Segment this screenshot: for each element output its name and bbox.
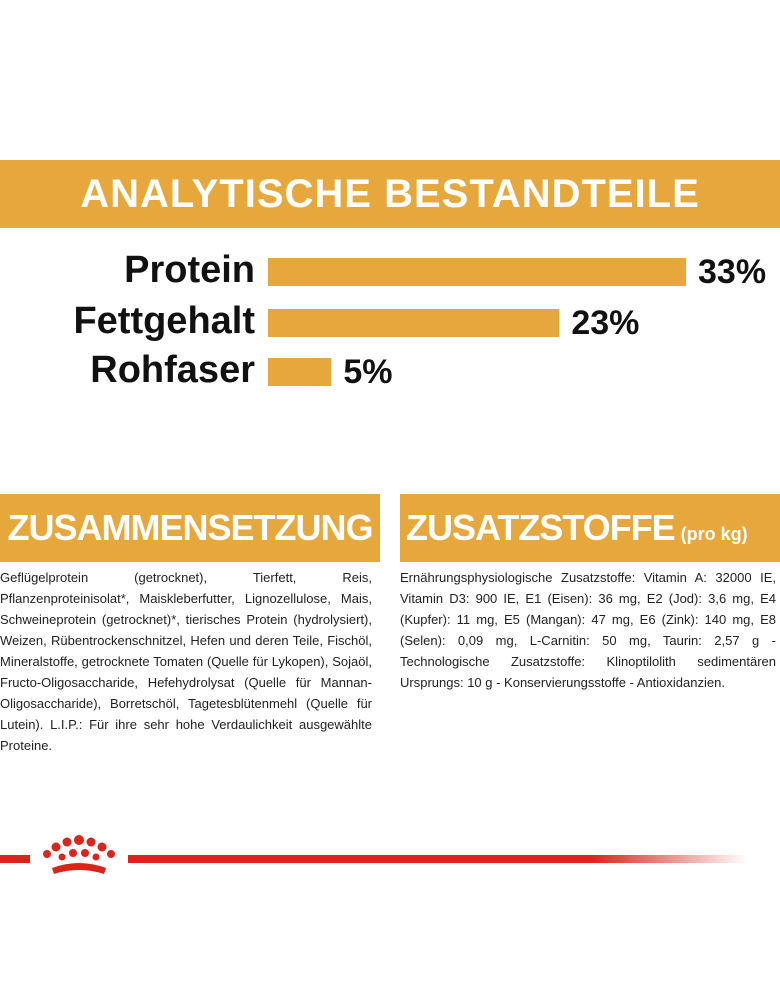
value-label: 5% [343, 353, 392, 391]
category-label: Protein [124, 249, 255, 291]
brand-footer [0, 835, 748, 874]
crown-logo [43, 835, 115, 874]
bar [268, 358, 332, 386]
section-title: ZUSAMMENSETZUNG [0, 494, 380, 562]
red-line [128, 855, 748, 863]
category-label: Fettgehalt [73, 300, 255, 342]
composition-text: Geflügelprotein (getrocknet), Tierfett, … [0, 570, 372, 753]
value-label: 23% [571, 304, 639, 342]
chart: Protein 33% Fettgehalt 23% Rohfaser 5% [73, 249, 766, 391]
bar [268, 309, 560, 337]
chart-title: ANALYTISCHE BESTANDTEILE [0, 160, 780, 228]
section-header: ZUSATZSTOFFE (pro kg) [400, 494, 780, 562]
additives-text: Ernährungsphysiologische Zusatzstoffe: V… [400, 570, 776, 690]
section-unit: (pro kg) [680, 523, 748, 544]
bar [268, 258, 686, 286]
value-label: 33% [698, 253, 766, 291]
category-label: Rohfaser [90, 349, 255, 391]
red-line [0, 855, 30, 863]
section-title: ZUSATZSTOFFE [406, 507, 676, 548]
